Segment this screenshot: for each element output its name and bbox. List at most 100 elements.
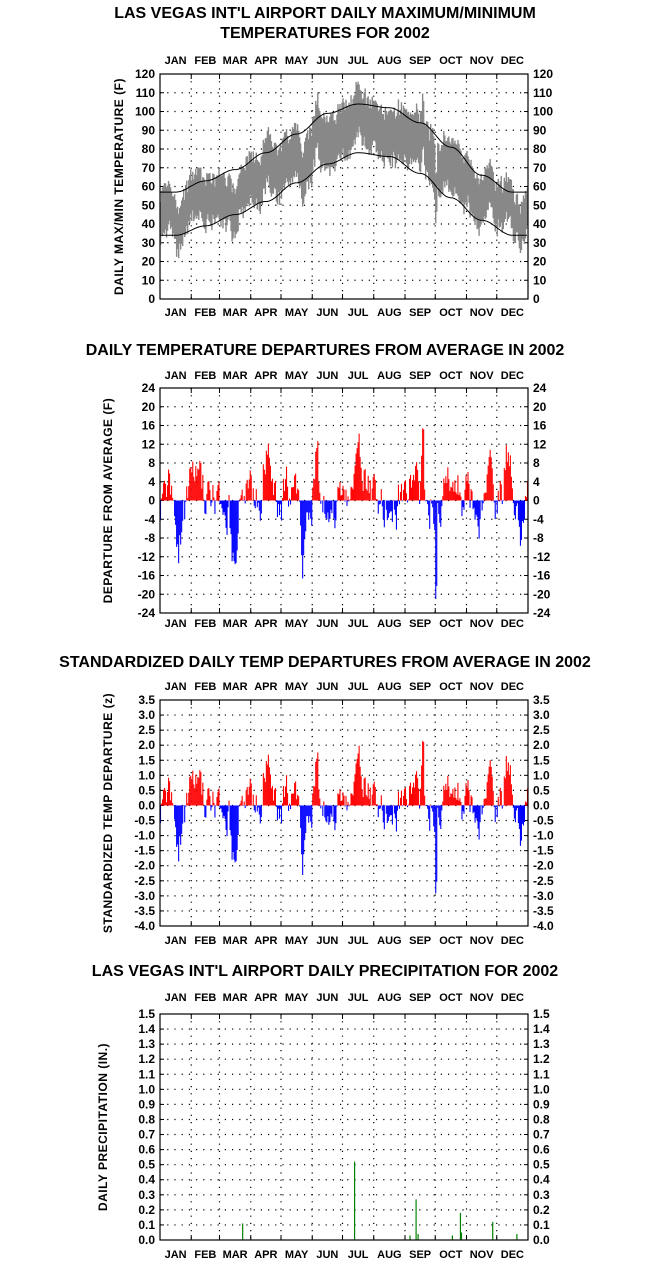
- y-tick-label-left: 40: [142, 217, 156, 231]
- y-tick-label-right: 30: [533, 236, 547, 250]
- y-tick-label-right: -12: [533, 550, 551, 564]
- y-tick-label-left: -8: [144, 531, 155, 545]
- month-label-top: NOV: [470, 370, 495, 382]
- month-label-top: JUL: [348, 370, 369, 382]
- month-label-bottom: SEP: [409, 1249, 431, 1261]
- month-label-bottom: NOV: [470, 1249, 495, 1261]
- y-tick-label-right: 3.0: [533, 708, 550, 722]
- month-label-bottom: NOV: [470, 618, 495, 630]
- month-label-bottom: JUN: [316, 307, 338, 319]
- month-label-bottom: JUL: [348, 1249, 369, 1261]
- y-tick-label-right: -1.5: [533, 844, 554, 858]
- y-tick-label-left: 2.0: [138, 738, 155, 752]
- chart-title-line: TEMPERATURES FOR 2002: [220, 25, 430, 42]
- month-label-top: AUG: [377, 370, 401, 382]
- month-label-top: SEP: [409, 55, 431, 67]
- month-label-top: SEP: [409, 370, 431, 382]
- y-tick-label-right: 0.0: [533, 1233, 550, 1247]
- y-tick-label-left: -3.0: [134, 889, 155, 903]
- y-tick-label-left: -24: [138, 606, 156, 620]
- month-label-top: NOV: [470, 55, 495, 67]
- y-tick-label-right: 0.0: [533, 798, 550, 812]
- month-label-bottom: JUL: [348, 618, 369, 630]
- y-tick-label-right: 70: [533, 161, 547, 175]
- y-tick-label-left: 0: [148, 292, 155, 306]
- y-tick-label-left: 0: [148, 494, 155, 508]
- month-label-bottom: NOV: [470, 307, 495, 319]
- month-label-bottom: FEB: [194, 935, 216, 947]
- y-tick-label-left: 1.1: [138, 1067, 155, 1081]
- y-tick-label-right: -2.0: [533, 859, 554, 873]
- y-tick-label-left: 1.0: [138, 768, 155, 782]
- y-tick-label-right: 4: [533, 475, 540, 489]
- y-axis-label: DEPARTURE FROM AVERAGE (F): [101, 398, 115, 603]
- y-tick-label-left: 16: [142, 419, 156, 433]
- month-label-bottom: JAN: [165, 307, 187, 319]
- month-label-bottom: JAN: [165, 618, 187, 630]
- month-label-top: SEP: [409, 992, 431, 1004]
- chart-panel-standardized: STANDARDIZED DAILY TEMP DEPARTURES FROM …: [59, 654, 591, 947]
- y-tick-label-right: 20: [533, 400, 547, 414]
- y-tick-label-right: 0: [533, 494, 540, 508]
- chart-title-line: LAS VEGAS INT'L AIRPORT DAILY MAXIMUM/MI…: [114, 5, 536, 22]
- month-label-top: OCT: [439, 370, 463, 382]
- y-tick-label-right: -24: [533, 606, 551, 620]
- plot-frame: [159, 1013, 529, 1241]
- y-tick-label-left: 20: [142, 255, 156, 269]
- y-tick-label-right: 0.6: [533, 1143, 550, 1157]
- month-label-bottom: APR: [254, 1249, 277, 1261]
- month-label-bottom: MAR: [223, 307, 248, 319]
- month-label-top: AUG: [377, 681, 401, 693]
- y-tick-label-right: -8: [533, 531, 544, 545]
- month-label-bottom: FEB: [194, 618, 216, 630]
- y-tick-label-right: 110: [533, 86, 553, 100]
- y-tick-label-left: 30: [142, 236, 156, 250]
- month-label-top: APR: [254, 370, 277, 382]
- y-tick-label-right: 50: [533, 198, 547, 212]
- y-tick-label-right: 0.5: [533, 783, 550, 797]
- month-label-bottom: JUN: [316, 1249, 338, 1261]
- month-label-bottom: NOV: [470, 935, 495, 947]
- month-label-bottom: OCT: [439, 1249, 463, 1261]
- month-label-bottom: MAY: [285, 935, 309, 947]
- y-tick-label-right: 2.0: [533, 738, 550, 752]
- month-label-top: MAR: [223, 55, 248, 67]
- y-tick-label-right: -4.0: [533, 919, 554, 933]
- y-tick-label-left: 120: [135, 67, 155, 81]
- y-tick-label-left: 0.5: [138, 783, 155, 797]
- month-label-top: JUL: [348, 992, 369, 1004]
- y-tick-label-left: -3.5: [134, 904, 155, 918]
- month-label-top: JUL: [348, 681, 369, 693]
- y-axis-label: DAILY MAX/MIN TEMPERATURE (F): [112, 78, 126, 295]
- chart-title: STANDARDIZED DAILY TEMP DEPARTURES FROM …: [59, 654, 591, 671]
- month-label-top: JAN: [165, 681, 187, 693]
- month-label-top: JUN: [316, 681, 338, 693]
- y-tick-label-right: 90: [533, 123, 547, 137]
- y-tick-label-left: 0.3: [138, 1188, 155, 1202]
- month-label-top: DEC: [501, 992, 524, 1004]
- month-label-top: JUN: [316, 55, 338, 67]
- y-tick-label-left: -4: [144, 512, 155, 526]
- y-tick-label-right: -1.0: [533, 829, 554, 843]
- month-label-top: MAR: [223, 681, 248, 693]
- y-tick-label-left: -1.5: [134, 844, 155, 858]
- month-label-bottom: JAN: [165, 1249, 187, 1261]
- month-label-bottom: DEC: [501, 935, 524, 947]
- y-tick-label-left: 4: [148, 475, 155, 489]
- y-tick-label-left: 0.0: [138, 798, 155, 812]
- y-tick-label-right: -20: [533, 587, 551, 601]
- y-tick-label-left: 100: [135, 105, 155, 119]
- y-tick-label-right: -3.0: [533, 889, 554, 903]
- month-label-bottom: FEB: [194, 1249, 216, 1261]
- month-label-top: FEB: [194, 370, 216, 382]
- y-tick-label-right: 80: [533, 142, 547, 156]
- month-label-bottom: OCT: [439, 935, 463, 947]
- y-tick-label-right: 12: [533, 437, 547, 451]
- month-label-bottom: MAY: [285, 1249, 309, 1261]
- y-tick-label-right: 1.0: [533, 768, 550, 782]
- month-label-top: JUN: [316, 992, 338, 1004]
- y-tick-label-left: 0.6: [138, 1143, 155, 1157]
- y-tick-label-right: 0.7: [533, 1128, 550, 1142]
- month-label-bottom: SEP: [409, 935, 431, 947]
- month-label-bottom: MAY: [285, 307, 309, 319]
